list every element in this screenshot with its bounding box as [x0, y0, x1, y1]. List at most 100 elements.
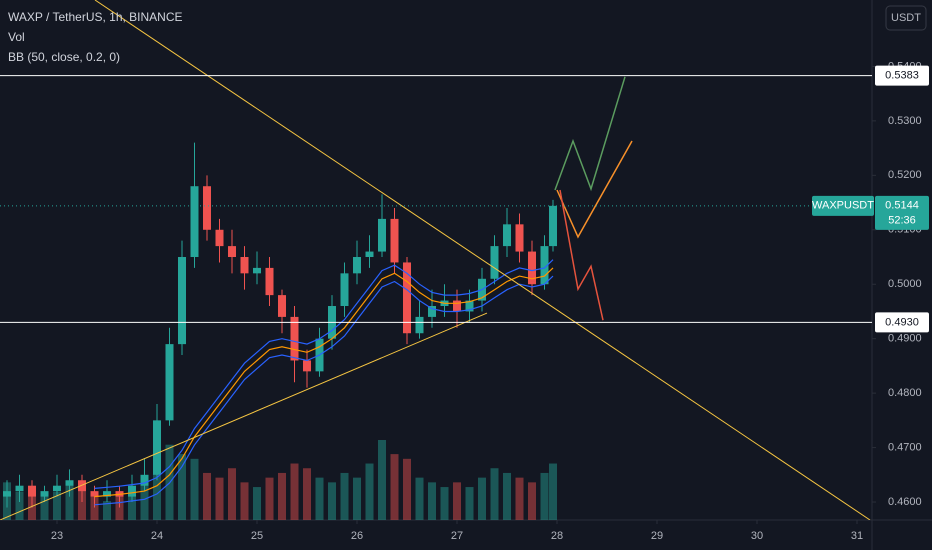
volume-bar	[278, 472, 286, 520]
volume-label: Vol	[8, 30, 25, 44]
candle-body	[128, 485, 136, 497]
volume-bar	[328, 482, 336, 520]
volume-bar	[228, 468, 236, 520]
candle-body	[340, 273, 349, 307]
volume-bar	[440, 487, 449, 520]
candle-body	[90, 491, 99, 497]
candle-body	[178, 257, 186, 345]
candle-body	[528, 251, 536, 285]
projection-path	[559, 189, 604, 321]
horizontal-line-label: 0.5383	[885, 70, 919, 82]
volume-bar	[365, 463, 374, 520]
volume-bar	[240, 482, 249, 520]
volume-bar	[490, 468, 499, 520]
candle-body	[15, 485, 24, 492]
candle-body	[365, 251, 374, 258]
candle-body	[390, 218, 399, 263]
candle-body	[153, 420, 161, 475]
price-label-box	[875, 195, 929, 230]
volume-bar	[315, 477, 324, 520]
candle-body	[228, 246, 236, 258]
bollinger-line	[94, 259, 554, 489]
volume-bar	[178, 454, 186, 520]
candle-body	[503, 224, 511, 247]
y-tick-label: 0.4800	[888, 387, 922, 399]
candle-body	[290, 316, 299, 361]
candle-body	[549, 205, 557, 247]
overlay-labels: 0.5383 0.4930 WAXPUSDT 0.5144 52:36	[812, 65, 929, 333]
candle-body	[540, 246, 549, 285]
trendline	[94, 0, 871, 520]
countdown-label: 52:36	[888, 215, 916, 227]
volume-bar	[515, 477, 524, 520]
volume-bar	[549, 463, 557, 520]
x-tick-label: 29	[651, 530, 663, 542]
volume-bar	[65, 482, 74, 520]
candle-body	[378, 218, 386, 252]
candle-body	[40, 491, 49, 497]
candle-body	[3, 491, 11, 497]
candle-body	[403, 262, 411, 334]
candle-body	[28, 485, 36, 497]
candle-body	[265, 267, 274, 296]
y-tick-label: 0.5200	[888, 169, 922, 181]
candle-body	[203, 186, 211, 230]
candle-body	[65, 480, 74, 486]
currency-button[interactable]	[885, 5, 927, 31]
candle-body	[240, 257, 249, 274]
volume-bar	[390, 454, 399, 520]
x-tick-label: 24	[151, 530, 163, 542]
candle-body	[303, 360, 311, 372]
plot-area	[0, 0, 872, 520]
x-tick-label: 26	[351, 530, 363, 542]
trendline	[0, 312, 488, 520]
x-tick-label: 23	[51, 530, 63, 542]
volume-bar	[90, 496, 99, 520]
y-tick-label: 0.4700	[888, 441, 922, 453]
candle-body	[415, 316, 424, 334]
volume-bar	[215, 477, 224, 520]
candle-body	[278, 295, 286, 317]
volume-bar	[403, 458, 411, 520]
horizontal-line-label-box	[875, 312, 929, 333]
indicator-label: BB (50, close, 0.2, 0)	[8, 50, 120, 64]
volume-bar	[478, 477, 486, 520]
volume-bar	[465, 487, 474, 520]
candle-body	[103, 491, 111, 497]
candle-body	[465, 300, 474, 312]
x-tick-label: 25	[251, 530, 263, 542]
volume-bar	[303, 468, 311, 520]
horizontal-line-label: 0.4930	[885, 316, 919, 328]
candle-body	[53, 485, 61, 492]
bollinger-line	[94, 275, 554, 506]
volume-bar	[253, 487, 261, 520]
volume-bar	[340, 472, 349, 520]
volume-bar	[428, 482, 436, 520]
volume-bar	[503, 472, 511, 520]
volume-bar	[265, 477, 274, 520]
candle-body	[215, 229, 224, 247]
volume-bar	[203, 472, 211, 520]
volume-bar	[528, 482, 536, 520]
candle-body	[453, 300, 461, 312]
candle-body	[140, 474, 149, 486]
x-tick-label: 28	[551, 530, 563, 542]
symbol-title: WAXP / TetherUS, 1h, BINANCE	[8, 10, 183, 24]
y-tick-label: 0.4900	[888, 333, 922, 345]
volume-bar	[190, 458, 199, 520]
symbol-label: WAXPUSDT	[812, 200, 874, 212]
x-tick-label: 31	[851, 530, 863, 542]
volume-bar	[290, 463, 299, 520]
candle-body	[353, 257, 361, 274]
y-tick-label: 0.5300	[888, 115, 922, 127]
volume-bar	[153, 463, 161, 520]
symbol-label-box	[812, 195, 874, 216]
y-tick-label: 0.5000	[888, 278, 922, 290]
x-tick-label: 30	[751, 530, 763, 542]
volume-bar	[103, 501, 111, 520]
volume-bar	[353, 477, 361, 520]
horizontal-line-label-box	[875, 65, 929, 86]
currency-label[interactable]: USDT	[891, 12, 921, 24]
